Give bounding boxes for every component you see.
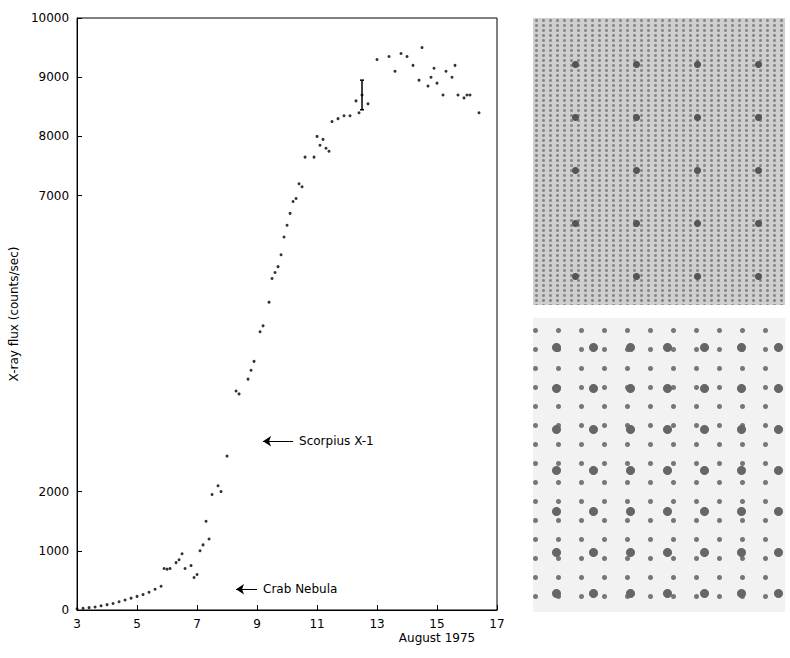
svg-text:17: 17 (489, 617, 504, 631)
svg-text:2000: 2000 (39, 485, 70, 499)
svg-text:0: 0 (61, 603, 69, 617)
svg-text:8000: 8000 (39, 129, 70, 143)
svg-text:11: 11 (309, 617, 324, 631)
svg-text:3: 3 (73, 617, 81, 631)
svg-text:9000: 9000 (39, 70, 70, 84)
svg-text:7: 7 (193, 617, 201, 631)
svg-text:5: 5 (133, 617, 141, 631)
svg-text:15: 15 (429, 617, 444, 631)
svg-text:7000: 7000 (39, 189, 70, 203)
svg-text:1000: 1000 (39, 544, 70, 558)
svg-text:13: 13 (369, 617, 384, 631)
svg-text:Scorpius X-1: Scorpius X-1 (299, 434, 374, 448)
svg-text:X-ray flux (counts/sec): X-ray flux (counts/sec) (7, 247, 21, 382)
svg-text:9: 9 (253, 617, 261, 631)
svg-text:August 1975: August 1975 (399, 631, 475, 645)
svg-text:10000: 10000 (31, 11, 69, 25)
svg-text:Crab Nebula: Crab Nebula (263, 582, 337, 596)
